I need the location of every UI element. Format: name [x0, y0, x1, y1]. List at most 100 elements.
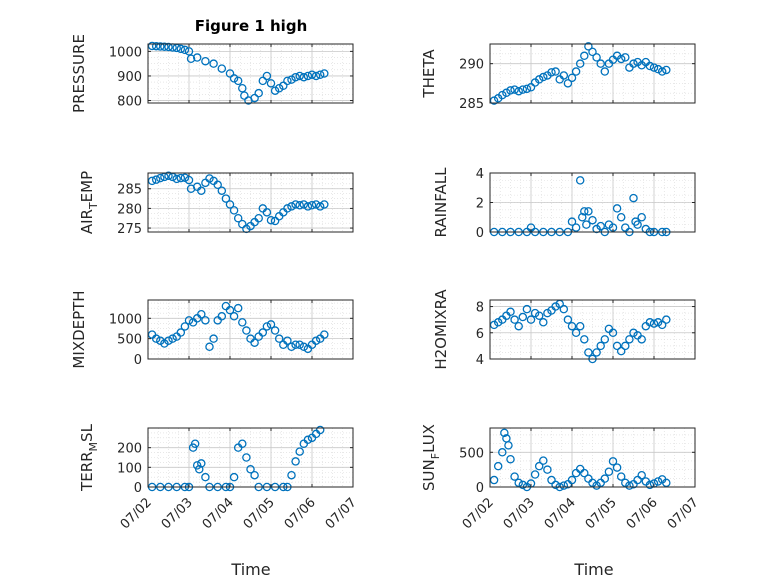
y-axis-label-base: AIR: [78, 209, 96, 234]
data-point: [621, 53, 630, 62]
data-point: [221, 301, 231, 311]
data-point: [539, 318, 548, 327]
data-point: [250, 93, 259, 103]
data-point: [604, 467, 614, 476]
y-tick-label: 285: [117, 183, 142, 198]
data-point: [571, 468, 581, 478]
y-tick-label: 4: [476, 167, 484, 182]
data-point: [600, 67, 610, 76]
data-point: [645, 61, 655, 71]
data-point: [205, 342, 214, 352]
data-point: [580, 468, 589, 478]
data-point: [584, 42, 593, 51]
y-tick-label: 1000: [109, 45, 142, 60]
data-point: [201, 316, 210, 325]
data-point: [197, 309, 206, 319]
data-point: [612, 204, 622, 213]
x-tick-label: 07/07: [323, 495, 360, 532]
data-point: [217, 312, 227, 321]
data-point: [510, 472, 519, 481]
data-point: [575, 176, 585, 185]
data-point: [510, 85, 519, 94]
data-point: [233, 213, 243, 223]
data-point: [633, 475, 642, 485]
y-tick-label: 0: [476, 481, 484, 496]
data-point: [229, 206, 239, 215]
y-axis-label-subscript: T: [87, 202, 100, 210]
data-point: [295, 201, 304, 210]
data-point: [151, 41, 161, 51]
y-axis-label-subscript: F: [429, 453, 442, 459]
data-point: [612, 463, 622, 472]
data-point: [262, 322, 272, 331]
data-point: [551, 480, 560, 490]
data-point: [283, 204, 292, 213]
data-point: [176, 173, 186, 183]
data-point: [156, 173, 165, 183]
data-point: [510, 315, 519, 324]
data-point: [662, 65, 671, 75]
y-tick-label: 4: [476, 353, 484, 368]
y-tick-label: 2: [476, 197, 484, 212]
data-point: [172, 174, 181, 184]
data-point: [274, 334, 284, 343]
data-point: [514, 86, 523, 96]
data-point: [621, 341, 630, 351]
data-point: [592, 53, 601, 62]
y-axis-label-subscript: M: [87, 442, 100, 452]
x-tick-label: 07/06: [282, 495, 319, 532]
data-point: [229, 74, 239, 83]
data-point: [266, 320, 276, 329]
subplot-theta: 285 290 THETA: [420, 42, 696, 112]
data-point: [522, 304, 532, 314]
data-point: [518, 480, 528, 490]
data-point: [205, 174, 214, 183]
axes-box: [147, 43, 354, 104]
data-point: [616, 346, 626, 356]
axes-box: [147, 427, 354, 488]
data-point: [612, 341, 622, 351]
data-point: [192, 53, 202, 62]
data-point: [270, 86, 280, 95]
data-point: [578, 212, 587, 222]
x-axis-label-left: Time: [230, 560, 270, 579]
data-point: [559, 481, 569, 490]
data-point: [303, 202, 313, 211]
subplot-sun_flux: 0 500 SUNFLUX 07/02 07/03 07/04 07/05 07/06 07/0…: [420, 424, 702, 532]
data-point: [575, 321, 585, 331]
data-point: [258, 328, 268, 337]
data-point: [489, 475, 499, 485]
data-point: [238, 219, 247, 229]
data-point: [242, 453, 251, 462]
data-point: [580, 51, 589, 61]
y-tick-label: 280: [117, 202, 142, 217]
data-point: [584, 348, 593, 357]
data-point: [180, 45, 190, 55]
data-point: [584, 474, 593, 483]
data-point: [287, 342, 296, 352]
y-axis-label: RAINFALL: [432, 167, 450, 238]
data-point: [571, 223, 581, 232]
data-point: [530, 470, 540, 479]
data-point: [254, 332, 263, 341]
data-point: [184, 175, 194, 185]
axes-box: [489, 427, 696, 488]
data-point: [156, 42, 165, 51]
data-point: [147, 330, 157, 339]
data-point: [303, 71, 313, 81]
data-point: [625, 335, 634, 344]
data-point: [176, 328, 186, 337]
y-tick-label: 800: [117, 95, 142, 110]
y-tick-label: 500: [459, 446, 484, 461]
data-point: [588, 215, 597, 225]
data-point: [240, 91, 249, 100]
data-point: [596, 221, 605, 231]
y-axis-label: SUNFLUX: [420, 424, 442, 491]
data-point: [242, 326, 251, 335]
data-point: [320, 330, 329, 339]
data-point: [500, 428, 509, 438]
y-axis-label: PRESSURE: [70, 34, 88, 113]
axes-box: [489, 299, 696, 360]
data-point: [238, 318, 247, 327]
